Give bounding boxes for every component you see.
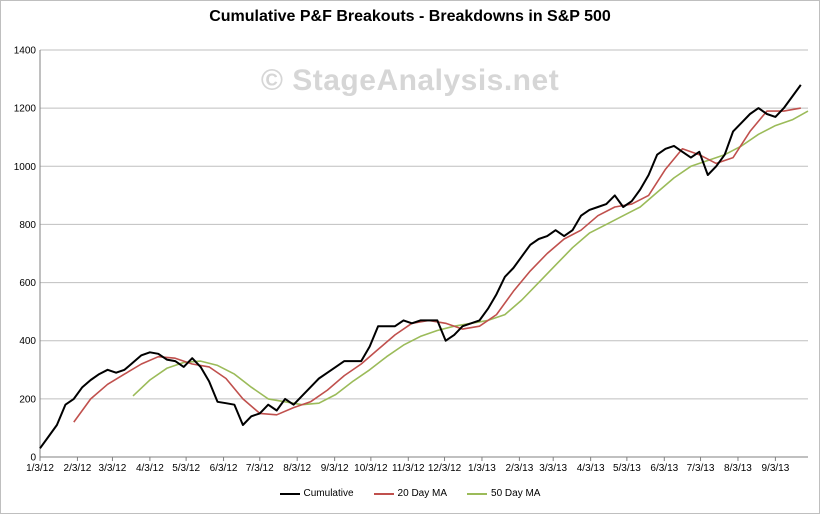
x-tick-label: 10/3/12 [354, 463, 388, 474]
legend-label-50-day-ma: 50 Day MA [491, 488, 541, 499]
x-tick-label: 4/3/12 [136, 463, 164, 474]
x-tick-label: 1/3/12 [26, 463, 54, 474]
x-tick-label: 9/3/12 [321, 463, 349, 474]
x-tick-label: 8/3/12 [283, 463, 311, 474]
x-tick-label: 9/3/13 [761, 463, 789, 474]
legend-label-cumulative: Cumulative [303, 488, 354, 499]
y-tick-label: 600 [19, 278, 36, 289]
x-tick-label: 3/3/13 [539, 463, 567, 474]
legend-swatch-20-day-ma [373, 492, 394, 495]
legend-item-50-day-ma: 50 Day MA [467, 488, 540, 499]
y-tick-label: 200 [19, 394, 36, 405]
x-tick-label: 6/3/12 [210, 463, 238, 474]
y-tick-label: 1000 [14, 162, 37, 173]
x-tick-label: 1/3/13 [468, 463, 496, 474]
y-tick-label: 400 [19, 336, 36, 347]
x-tick-label: 5/3/12 [172, 463, 200, 474]
x-tick-label: 4/3/13 [577, 463, 605, 474]
watermark: © StageAnalysis.net [260, 64, 560, 97]
x-tick-label: 3/3/12 [99, 463, 127, 474]
legend-swatch-50-day-ma [467, 492, 488, 495]
x-tick-label: 5/3/13 [613, 463, 641, 474]
legend-swatch-cumulative [279, 492, 300, 495]
legend-item-20-day-ma: 20 Day MA [373, 488, 448, 499]
legend: Cumulative 20 Day MA 50 Day MA [0, 488, 820, 499]
x-tick-label: 6/3/13 [650, 463, 678, 474]
y-tick-label: 1400 [14, 46, 37, 57]
x-tick-label: 7/3/13 [687, 463, 715, 474]
x-tick-label: 12/3/12 [428, 463, 462, 474]
y-tick-label: 800 [19, 220, 36, 231]
series-line-cumulative [39, 84, 802, 449]
chart-title: Cumulative P&F Breakouts - Breakdowns in… [209, 8, 611, 25]
x-tick-label: 7/3/12 [246, 463, 274, 474]
legend-item-cumulative: Cumulative [279, 488, 354, 499]
x-tick-label: 11/3/12 [392, 463, 425, 474]
series-line-50-day-ma [132, 110, 809, 406]
x-tick-label: 2/3/13 [505, 463, 533, 474]
series-line-20-day-ma [73, 107, 801, 423]
x-tick-label: 8/3/13 [724, 463, 752, 474]
legend-label-20-day-ma: 20 Day MA [397, 488, 448, 499]
x-tick-label: 2/3/12 [64, 463, 92, 474]
y-tick-label: 1200 [14, 104, 37, 115]
y-tick-label: 0 [30, 453, 36, 464]
